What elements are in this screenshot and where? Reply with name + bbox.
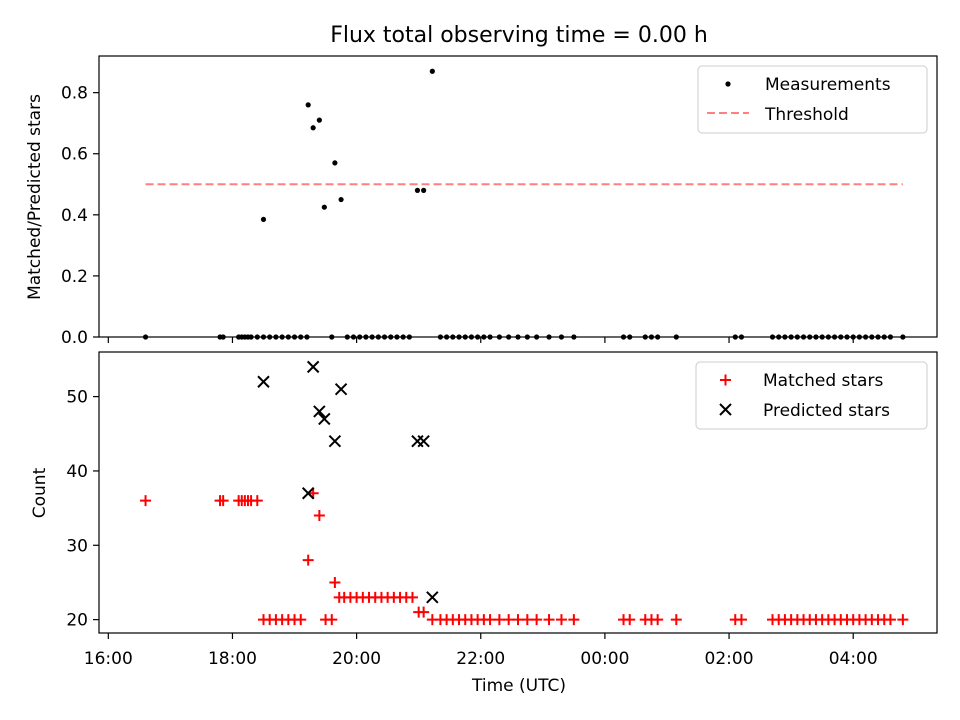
predicted-star-point <box>334 382 348 396</box>
matched-star-point <box>140 495 152 507</box>
measurement-point <box>414 187 421 193</box>
matched-star-point <box>295 614 307 626</box>
matched-star-point <box>217 495 229 507</box>
top-y-tick-label: 0.0 <box>61 328 88 348</box>
predicted-star-point <box>306 360 320 374</box>
bottom-plot-frame <box>98 351 938 634</box>
matched-star-point <box>897 614 909 626</box>
legend-predicted-marker <box>719 403 732 416</box>
top-legend-box <box>697 65 928 134</box>
x-tick-label: 22:00 <box>456 649 505 669</box>
matched-star-point <box>503 614 515 626</box>
bottom-legend-box <box>695 361 928 430</box>
top-y-tick-label: 0.2 <box>61 267 88 287</box>
matched-star-point <box>302 554 314 566</box>
bottom-y-tick-label: 50 <box>66 388 88 408</box>
matched-star-point <box>670 614 682 626</box>
measurement-point <box>260 216 267 223</box>
x-axis-label: Time (UTC) <box>471 676 566 696</box>
bottom-y-tick-label: 30 <box>66 536 88 556</box>
top-legend: Measurements Threshold <box>697 65 928 134</box>
x-tick-label: 16:00 <box>84 649 133 669</box>
matched-star-point <box>313 510 325 522</box>
x-tick-label: 20:00 <box>332 649 381 669</box>
matched-star-point <box>624 614 636 626</box>
matched-star-point <box>531 614 543 626</box>
predicted-star-point <box>426 591 439 604</box>
measurement-point <box>321 204 327 210</box>
measurement-point <box>338 196 344 203</box>
measurement-point <box>305 102 311 108</box>
predicted-star-point <box>328 434 342 448</box>
predicted-star-point <box>411 434 424 448</box>
x-tick-label: 02:00 <box>705 649 754 669</box>
legend-predicted-label: Predicted stars <box>763 401 890 421</box>
measurement-point <box>310 125 316 131</box>
legend-matched-label: Matched stars <box>763 371 883 391</box>
legend-threshold-label: Threshold <box>764 105 849 125</box>
predicted-star-point <box>257 375 270 388</box>
matched-star-point <box>418 606 430 618</box>
bottom-y-tick-label: 20 <box>66 611 88 631</box>
matched-star-point <box>568 614 580 626</box>
predicted-star-point <box>301 487 315 500</box>
matched-star-point <box>521 614 533 626</box>
predicted-star-point <box>318 412 331 426</box>
matched-star-point <box>406 591 418 603</box>
matched-star-point <box>652 614 664 626</box>
predicted-star-point <box>417 434 430 448</box>
matched-star-point <box>884 614 896 626</box>
bottom-y-tick-label: 40 <box>66 462 88 482</box>
matched-star-point <box>326 614 338 626</box>
matched-star-point <box>493 614 505 626</box>
legend-measurements-label: Measurements <box>765 75 891 95</box>
x-tick-label: 00:00 <box>580 649 629 669</box>
top-panel: 0.00.20.40.60.8 Matched/Predicted stars … <box>25 55 938 348</box>
measurement-point <box>429 68 435 74</box>
top-y-tick-label: 0.8 <box>61 84 88 104</box>
matched-star-point <box>251 495 263 507</box>
chart-title: Flux total observing time = 0.00 h <box>330 23 708 48</box>
bottom-ylabel: Count <box>30 467 50 518</box>
matched-star-point <box>484 614 496 626</box>
legend-matched-marker <box>720 374 731 386</box>
legend-measurements-marker <box>725 81 731 87</box>
matched-star-point <box>329 576 341 588</box>
matched-star-point <box>555 614 567 626</box>
matched-star-point <box>512 614 524 626</box>
top-ylabel: Matched/Predicted stars <box>25 94 45 300</box>
measurement-point <box>332 160 338 166</box>
matched-star-point <box>543 614 555 626</box>
matched-star-point <box>735 614 747 626</box>
x-tick-label: 18:00 <box>208 649 257 669</box>
measurement-point <box>421 187 427 193</box>
top-y-tick-label: 0.4 <box>61 206 88 226</box>
x-tick-label: 04:00 <box>829 649 878 669</box>
measurement-point <box>316 117 322 123</box>
top-y-tick-label: 0.6 <box>61 145 88 165</box>
bottom-panel: 16:00 18:00 20:00 22:00 00:00 02:00 04:00 20 30 4… <box>30 351 938 669</box>
top-plot-frame <box>98 55 938 338</box>
predicted-star-point <box>313 405 326 418</box>
bottom-legend: Matched stars Predicted stars <box>695 361 928 430</box>
